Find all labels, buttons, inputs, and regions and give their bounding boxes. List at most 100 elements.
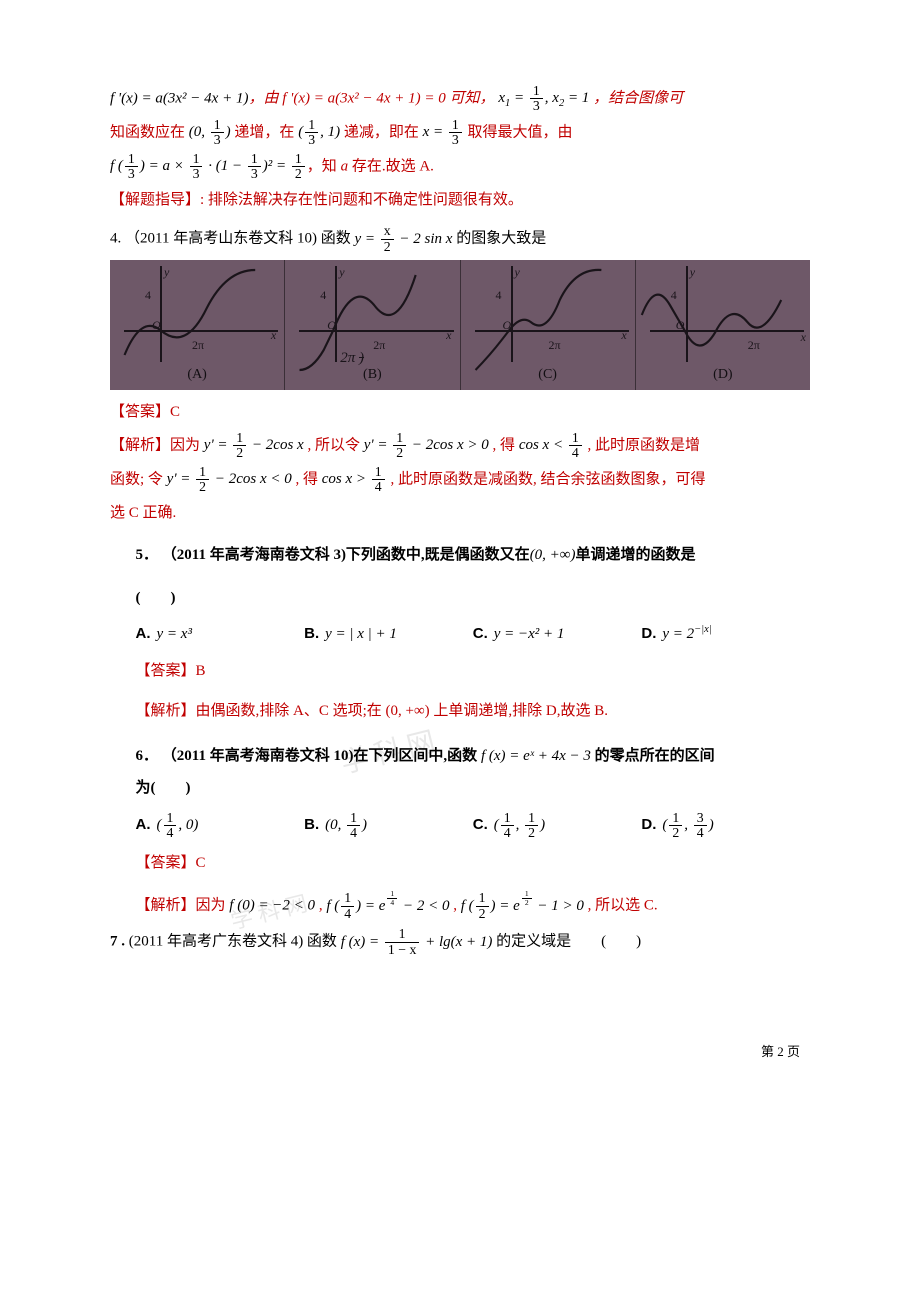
q5-num: 5．	[136, 547, 159, 563]
frac-s2: 12	[393, 431, 406, 461]
frac-1-3a: 13	[530, 84, 543, 114]
tick-4: 4	[671, 284, 677, 307]
chart-a: 4 O y 2π x (A)	[110, 260, 285, 390]
q5-options: A.y = x³ B.y = | x | + 1 C.y = −x² + 1 D…	[110, 620, 810, 649]
label-b: (B)	[285, 362, 459, 389]
t5: , 得	[295, 471, 321, 487]
r: )	[709, 817, 714, 833]
page-number: 第 2 页	[0, 1041, 920, 1060]
deriv-lhs: f '(x) = a(3x² − 4x + 1)	[110, 90, 248, 106]
q6-num: 6．	[136, 748, 159, 764]
sol-label: 【解析】	[136, 703, 196, 719]
tick-2pi: 2π	[748, 334, 760, 357]
solution-4-line3: 选 C 正确.	[110, 499, 810, 528]
yp: y' =	[204, 437, 232, 453]
d-exp: −|x|	[694, 624, 712, 635]
solution-5: 【解析】由偶函数,排除 A、C 选项;在 (0, +∞) 上单调递增,排除 D,…	[110, 697, 810, 726]
m: ,	[516, 817, 524, 833]
monotone-line: 知函数应在 (0, 13) 递增，在 (13, 1) 递减，即在 x = 13 …	[110, 118, 810, 148]
ans-label: 【答案】	[136, 663, 196, 679]
sep1: ,	[315, 898, 326, 914]
frac-exp14: 14	[387, 890, 397, 907]
question-7: 7 . (2011 年高考广东卷文科 4) 函数 f (x) = 11 − x …	[110, 927, 810, 957]
expr: (0, 14)	[325, 817, 367, 833]
frac-exp12: 12	[522, 890, 532, 907]
question-4: 4. （2011 年高考山东卷文科 10) 函数 y = x2 − 2 sin …	[110, 224, 810, 254]
m: ) = e	[491, 898, 520, 914]
tick-2pi: 2π	[373, 334, 385, 357]
m2c: − 2cos x	[211, 471, 267, 487]
l: (0,	[325, 817, 345, 833]
m: ,	[684, 817, 692, 833]
r: )	[540, 817, 545, 833]
deriv-eq: f '(x) = a(3x² − 4x + 1) = 0	[282, 90, 446, 106]
answer-4: 【答案】C	[110, 398, 810, 427]
axis-x	[475, 330, 629, 332]
d: 2	[233, 446, 246, 460]
d: 4	[387, 899, 397, 907]
chart-strip: 4 O y 2π x (A) 4 O y 2π x 2π ) (B)	[110, 260, 810, 390]
t4: , 此时原函数是增	[588, 437, 701, 453]
tail1: ，结合图像可	[593, 90, 683, 106]
lhs: f (x) =	[341, 934, 383, 950]
q5-opt-b: B.y = | x | + 1	[304, 620, 473, 649]
l: (	[662, 817, 667, 833]
y-label: y	[515, 261, 520, 284]
chart-c: 4 O y 2π x (C)	[461, 260, 636, 390]
frac-s5: 14	[372, 465, 385, 495]
n: 1	[125, 152, 138, 167]
d: 4	[164, 826, 177, 840]
f0: f (0) = −2 < 0	[229, 898, 315, 914]
frac: 14	[164, 811, 177, 841]
frac-q4: x2	[381, 224, 394, 254]
n: 1	[164, 811, 177, 826]
mono-mid2: 递减，即在	[344, 124, 419, 140]
q7-num: 7 .	[110, 934, 125, 950]
n: 1	[393, 431, 406, 446]
cl: ) = a ×	[140, 158, 188, 174]
question-6: 6． （2011 年高考海南卷文科 10)在下列区间中,函数 f (x) = e…	[110, 742, 810, 771]
f: f (	[110, 158, 123, 174]
q5-prefix: （2011 年高考海南卷文科 3)下列函数中,既是偶函数又在	[162, 547, 530, 563]
roots: x1 = 13, x2 = 1	[498, 90, 593, 106]
q5-opt-c: C.y = −x² + 1	[473, 620, 642, 649]
d: 3	[305, 133, 318, 147]
frac1: 12	[669, 811, 682, 841]
yp: y' =	[364, 437, 392, 453]
q4-minus: − 2 sin x	[396, 231, 453, 247]
d: 3	[190, 167, 203, 181]
ans-val: B	[196, 663, 206, 679]
expr: (14, 0)	[157, 817, 199, 833]
d: 4	[694, 826, 707, 840]
frac: 14	[347, 811, 360, 841]
x-max: x = 13	[423, 124, 464, 140]
n: 1	[233, 431, 246, 446]
f14: f (14) = e14 − 2 < 0	[326, 898, 449, 914]
q6-opt-c: C.(14, 12)	[473, 811, 642, 841]
frac2: 12	[525, 811, 538, 841]
d: 2	[292, 167, 305, 181]
frac1: 14	[501, 811, 514, 841]
q4-ylhs: y =	[354, 231, 378, 247]
expr: y = | x | + 1	[325, 626, 397, 642]
n: 1	[292, 152, 305, 167]
label-c: (C)	[461, 362, 635, 389]
cosxg: cos x >	[322, 471, 370, 487]
page: f '(x) = a(3x² − 4x + 1)，由 f '(x) = a(3x…	[0, 0, 920, 1001]
label-d: (D)	[636, 362, 810, 389]
q5-opt-a: A.y = x³	[136, 620, 305, 649]
yprime3: y' = 12 − 2cos x < 0	[167, 471, 292, 487]
cosx: cos x <	[519, 437, 567, 453]
expr: y = 2−|x|	[662, 626, 711, 642]
d: 3	[248, 167, 261, 181]
q4-num: 4.	[110, 231, 121, 247]
d: 1 − x	[385, 943, 419, 957]
frac-mono1: 13	[211, 118, 224, 148]
n: 1	[449, 118, 462, 133]
tick-4: 4	[320, 284, 326, 307]
f12: f (12) = e12 − 1 > 0	[461, 898, 584, 914]
q6-opt-d: D.(12, 34)	[641, 811, 810, 841]
t1: 因为	[196, 898, 230, 914]
d: 4	[372, 480, 385, 494]
mono-pre: 知函数应在	[110, 124, 185, 140]
